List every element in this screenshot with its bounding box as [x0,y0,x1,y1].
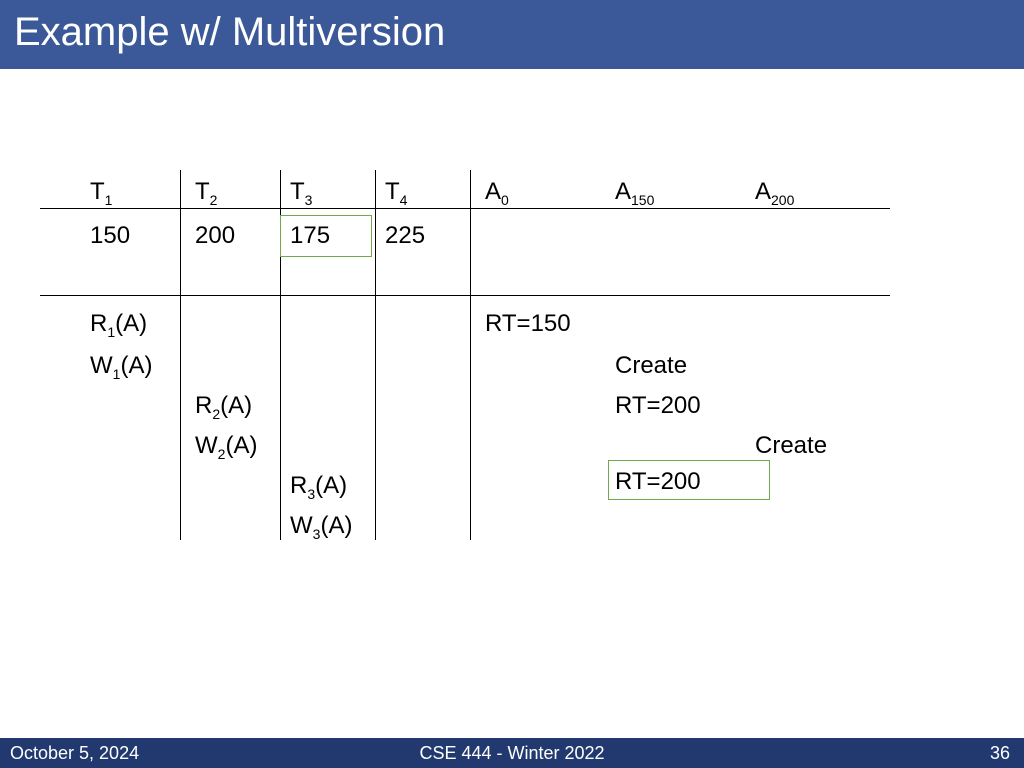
footer-page: 36 [990,743,1010,764]
ts-t1: 150 [90,222,130,250]
footer-date: October 5, 2024 [10,743,139,764]
col-header-t3: T3 [290,178,312,208]
table-rule-mid [40,295,890,296]
slide-title: Example w/ Multiversion [14,10,1010,55]
col-header-a200: A200 [755,178,794,208]
table-vline-3 [375,170,376,540]
ver-r4-a200: Create [755,432,827,460]
ts-t3: 175 [290,222,330,250]
op-r1-t1: R1(A) [90,310,147,340]
op-r4-t2: W2(A) [195,432,257,462]
table-vline-4 [470,170,471,540]
multiversion-table: T1 T2 T3 T4 A0 A150 A200 150 200 175 225… [40,160,890,560]
ver-r5-a150: RT=200 [615,468,701,496]
col-header-a150: A150 [615,178,654,208]
op-r2-t1: W1(A) [90,352,152,382]
slide: Example w/ Multiversion T1 T2 T3 T4 A0 A… [0,0,1024,768]
op-r3-t2: R2(A) [195,392,252,422]
ts-t4: 225 [385,222,425,250]
footer-course: CSE 444 - Winter 2022 [0,743,1024,764]
ver-r3-a150: RT=200 [615,392,701,420]
title-bar: Example w/ Multiversion [0,0,1024,69]
table-rule-top [40,208,890,209]
ver-r1-a0: RT=150 [485,310,571,338]
op-r6-t3: W3(A) [290,512,352,542]
slide-footer: October 5, 2024 CSE 444 - Winter 2022 36 [0,738,1024,768]
col-header-t4: T4 [385,178,407,208]
col-header-t1: T1 [90,178,112,208]
ver-r2-a150: Create [615,352,687,380]
table-vline-1 [180,170,181,540]
col-header-a0: A0 [485,178,509,208]
col-header-t2: T2 [195,178,217,208]
op-r5-t3: R3(A) [290,472,347,502]
slide-content: T1 T2 T3 T4 A0 A150 A200 150 200 175 225… [40,160,984,560]
ts-t2: 200 [195,222,235,250]
